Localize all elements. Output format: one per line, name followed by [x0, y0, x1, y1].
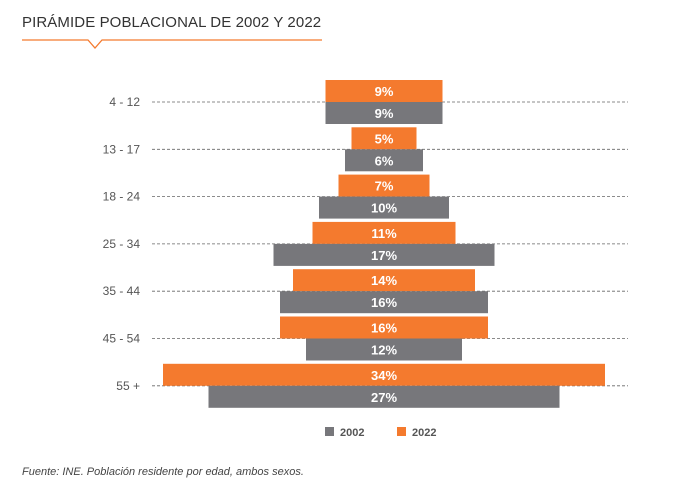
- source-note: Fuente: INE. Población residente por eda…: [22, 466, 304, 478]
- bar-2002: [273, 243, 495, 266]
- bar-2002: [306, 338, 462, 361]
- category-label: 4 - 12: [109, 95, 140, 109]
- bar-2022: [325, 80, 443, 102]
- data-label-2002: 9%: [375, 106, 394, 121]
- category-label: 55 +: [116, 379, 140, 393]
- bar-2022: [293, 269, 475, 292]
- data-label-2022: 7%: [375, 179, 394, 194]
- population-pyramid-chart: 4 - 12 9% 9% 13 - 17 5% 6% 18 - 24 7% 10% 25 - 34…: [103, 80, 628, 439]
- data-label-2002: 27%: [371, 390, 397, 405]
- bar-2002: [325, 102, 443, 124]
- category-label: 45 - 54: [103, 332, 141, 346]
- bar-2022: [338, 174, 430, 197]
- category-label: 18 - 24: [103, 190, 141, 204]
- bar-2022: [351, 127, 417, 150]
- title-underline: [22, 39, 322, 49]
- bar-2002: [319, 196, 449, 219]
- bar-2002: [208, 385, 560, 408]
- data-label-2022: 16%: [371, 321, 397, 336]
- category-label: 25 - 34: [103, 237, 141, 251]
- data-label-2022: 34%: [371, 368, 397, 383]
- data-label-2002: 10%: [371, 201, 397, 216]
- category-label: 35 - 44: [103, 284, 141, 298]
- data-label-2002: 6%: [375, 153, 394, 168]
- category-label: 13 - 17: [103, 142, 141, 156]
- data-label-2022: 14%: [371, 273, 397, 288]
- bar-2022: [280, 316, 488, 339]
- data-label-2002: 12%: [371, 343, 397, 358]
- legend-swatch-2002: [325, 427, 334, 436]
- data-label-2002: 16%: [371, 295, 397, 310]
- data-label-2002: 17%: [371, 248, 397, 263]
- bar-2022: [312, 221, 456, 244]
- bar-2022: [163, 363, 605, 386]
- data-label-2022: 9%: [375, 84, 394, 99]
- legend-swatch-2022: [397, 427, 406, 436]
- data-label-2022: 5%: [375, 131, 394, 146]
- legend-label-2002: 2002: [340, 427, 364, 439]
- bar-2002: [280, 291, 488, 314]
- legend-label-2022: 2022: [412, 427, 436, 439]
- data-label-2022: 11%: [371, 226, 397, 241]
- bar-2002: [345, 149, 423, 172]
- chart-title: PIRÁMIDE POBLACIONAL DE 2002 Y 2022: [22, 14, 322, 31]
